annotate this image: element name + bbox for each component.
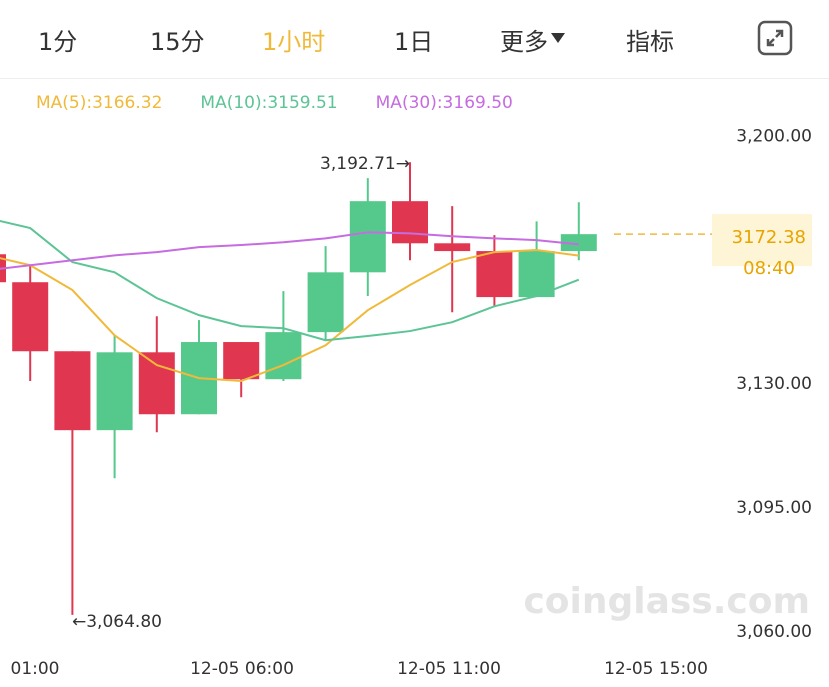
ma-line bbox=[0, 219, 580, 342]
candle-body bbox=[476, 251, 513, 298]
tab[interactable]: 更多 bbox=[500, 28, 548, 56]
y-tick-label: 3,130.00 bbox=[736, 374, 812, 394]
price-tag-value: 3172.38 bbox=[732, 227, 806, 248]
candle-body bbox=[349, 201, 386, 273]
x-tick-label: 01:00 bbox=[11, 659, 60, 679]
tab[interactable]: 1小时 bbox=[262, 28, 326, 56]
tab[interactable]: 指标 bbox=[626, 28, 674, 56]
candle-body bbox=[138, 352, 175, 415]
candle-body bbox=[518, 251, 555, 298]
x-tick-label: 12-05 06:00 bbox=[190, 659, 294, 679]
x-tick-label: 12-05 15:00 bbox=[604, 659, 708, 679]
price-tag bbox=[712, 214, 812, 267]
candle-body bbox=[392, 201, 428, 244]
tab[interactable]: 15分 bbox=[150, 28, 205, 56]
candle-body bbox=[96, 352, 133, 431]
legend-entry: MA(5):3166.32 bbox=[36, 93, 162, 113]
dropdown-arrow bbox=[551, 33, 565, 43]
ma-line bbox=[0, 249, 579, 382]
annotation: 3,192.71→ bbox=[320, 154, 410, 174]
candle-body bbox=[223, 342, 260, 380]
ma-line bbox=[0, 231, 579, 270]
candle-body bbox=[265, 332, 302, 380]
tab[interactable]: 1分 bbox=[38, 28, 78, 56]
countdown: 08:40 bbox=[743, 258, 795, 279]
annotation: ←3,064.80 bbox=[72, 612, 162, 632]
x-tick-label: 12-05 11:00 bbox=[397, 659, 501, 679]
y-tick-label: 3,060.00 bbox=[736, 622, 812, 642]
fullscreen-icon[interactable] bbox=[757, 20, 793, 56]
candle-body bbox=[307, 272, 344, 333]
y-tick-label: 3,200.00 bbox=[736, 126, 812, 146]
legend-entry: MA(30):3169.50 bbox=[376, 93, 513, 113]
watermark: coinglass.com bbox=[523, 581, 810, 622]
candle-body bbox=[434, 243, 471, 252]
tab-bar: 1分 15分 1小时 1日 更多 指标 bbox=[0, 0, 829, 79]
y-tick-label: 3,095.00 bbox=[736, 498, 812, 518]
legend-entry: MA(10):3159.51 bbox=[200, 93, 337, 113]
candle-body bbox=[12, 282, 49, 352]
tab[interactable]: 1日 bbox=[394, 28, 434, 56]
candle-body bbox=[54, 351, 91, 431]
candle-body bbox=[560, 234, 597, 252]
